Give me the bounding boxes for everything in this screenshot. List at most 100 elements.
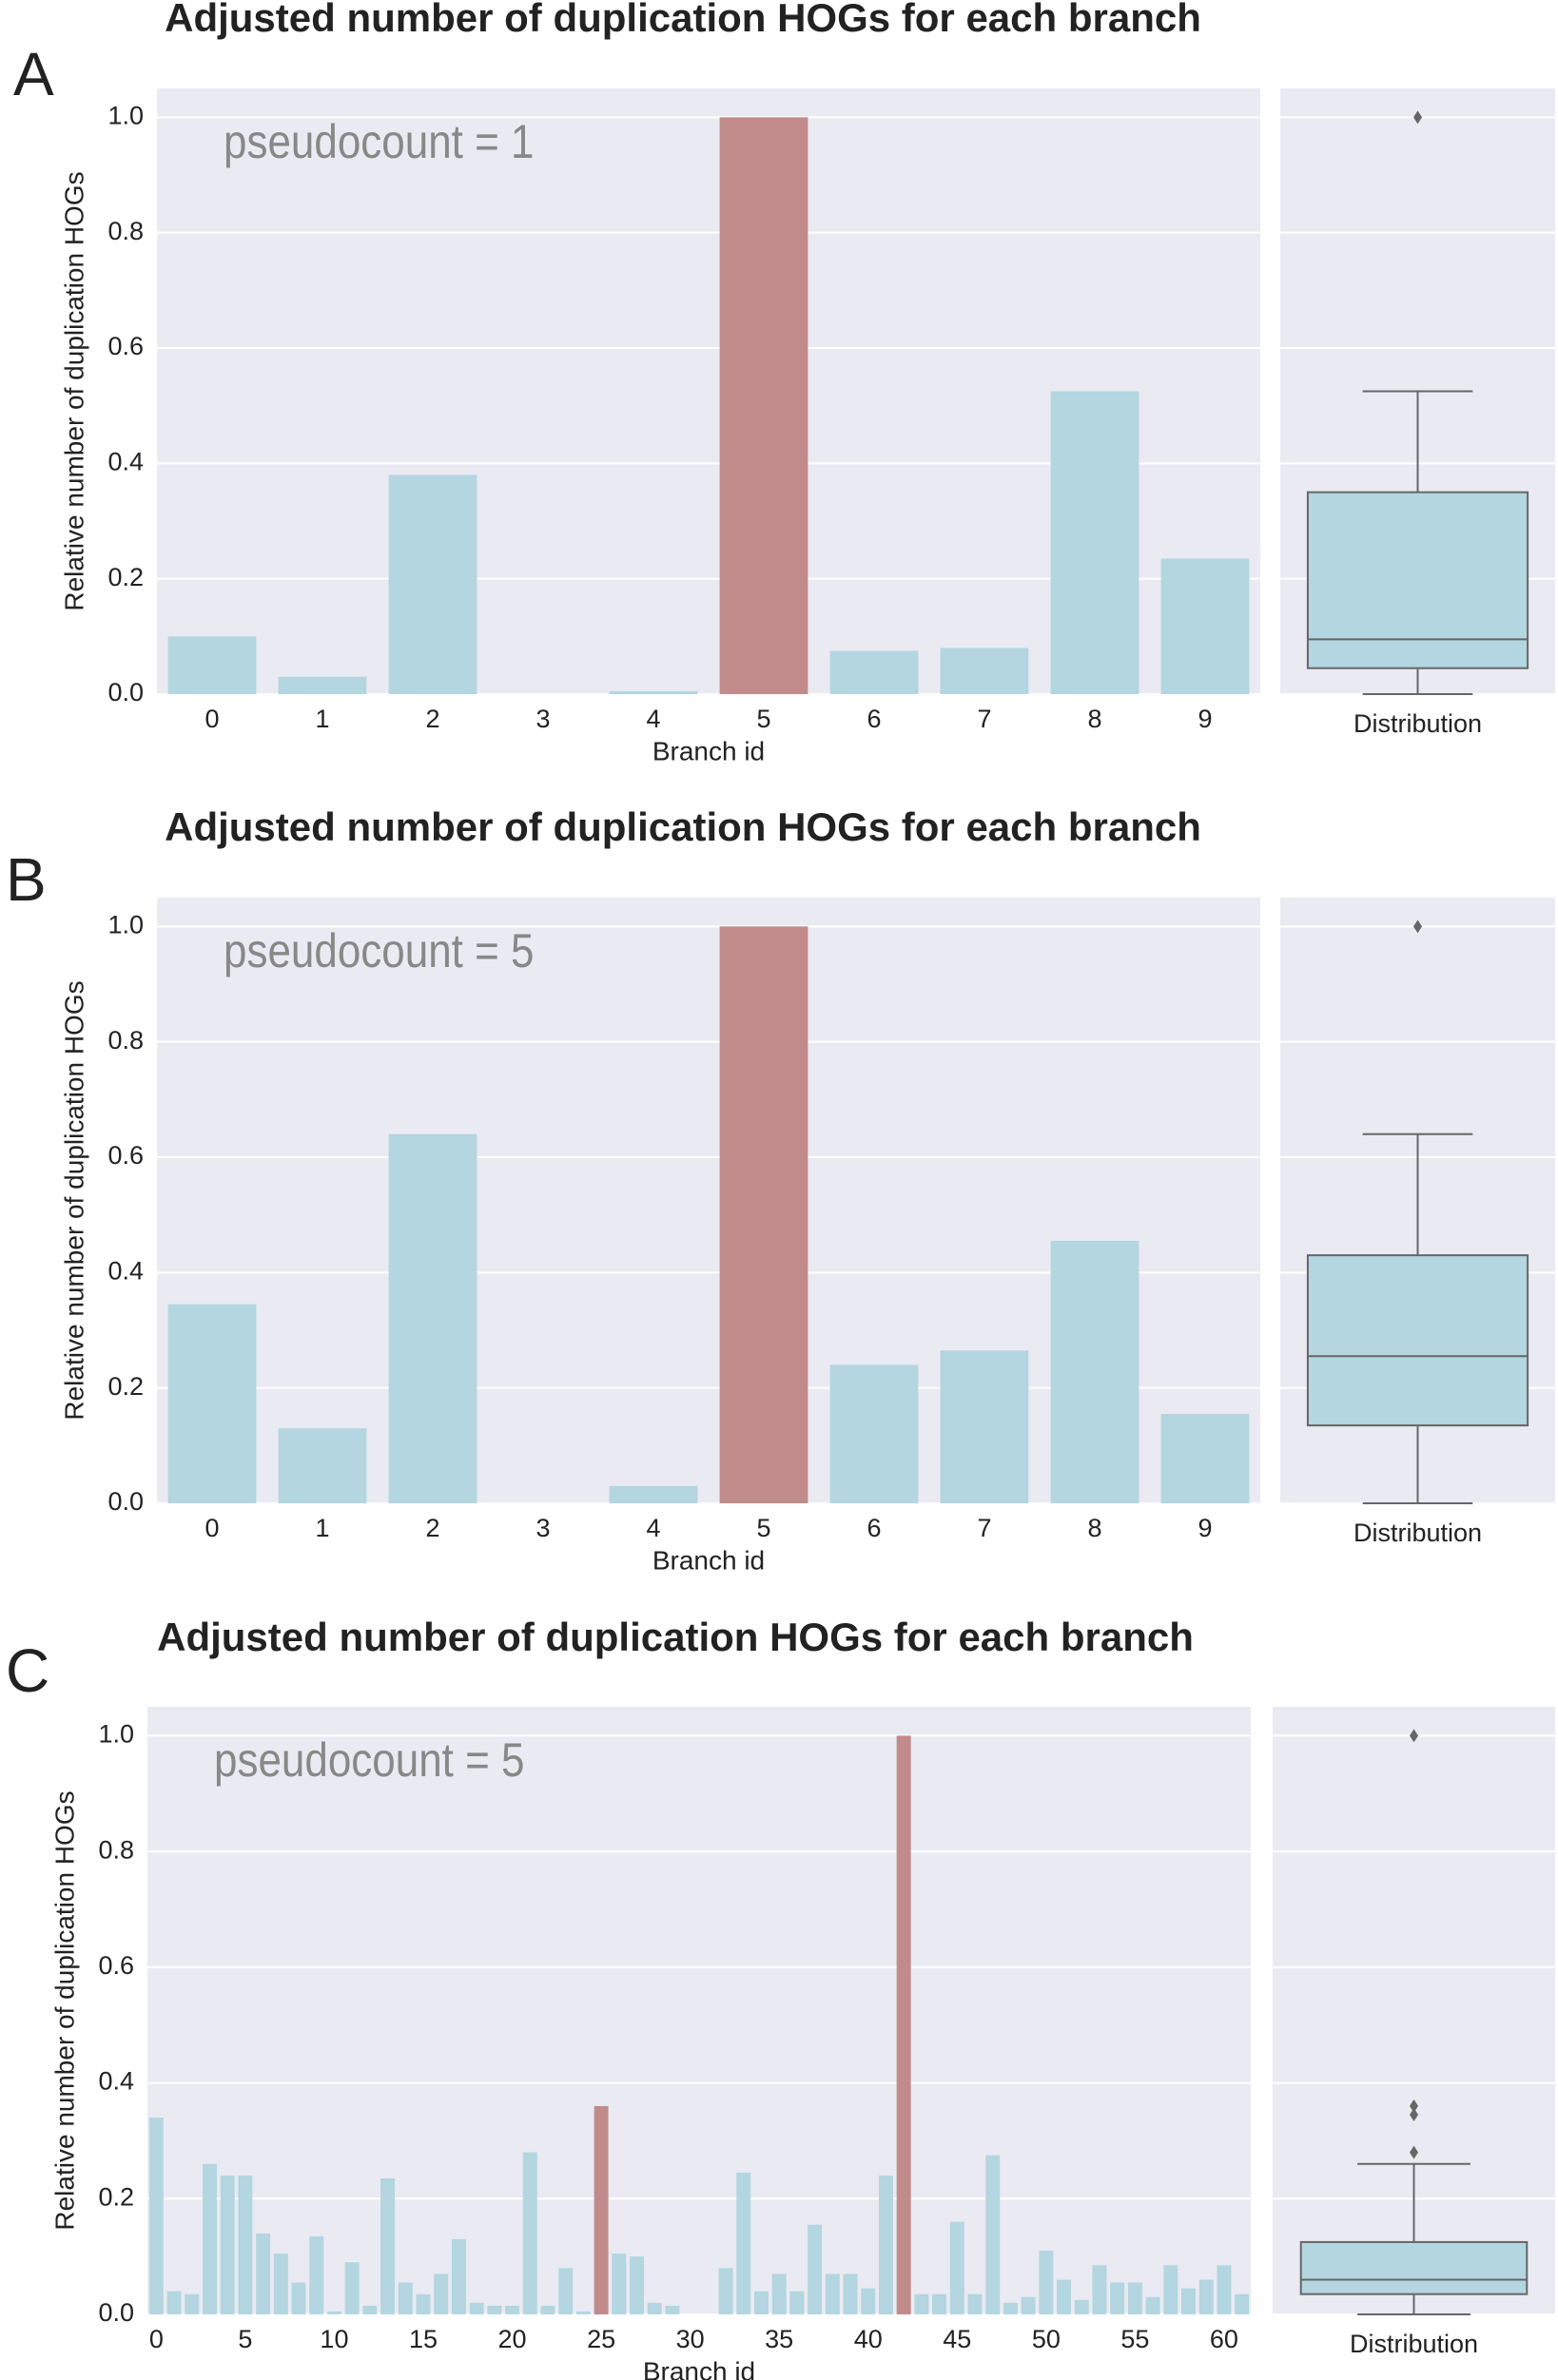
bar [238, 2175, 253, 2314]
box [1299, 2240, 1529, 2295]
x-tick-label: 0 [204, 1514, 219, 1542]
x-tick-label: 9 [1198, 1514, 1212, 1542]
bar [940, 648, 1029, 694]
bar [1163, 2265, 1178, 2314]
plot-area [147, 1707, 1251, 2314]
x-tick-label: 1 [315, 1514, 329, 1542]
x-tick-label: 20 [498, 2325, 527, 2353]
y-tick-label: 0.8 [98, 1835, 134, 1864]
x-axis-label: Branch id [643, 2356, 755, 2380]
bar [609, 1485, 698, 1503]
bar [1074, 2299, 1089, 2314]
box-label: Distribution [1354, 1519, 1482, 1547]
bar [612, 2254, 627, 2314]
bar [861, 2288, 876, 2314]
y-tick-label: 0.4 [98, 2067, 134, 2096]
bar [278, 1428, 367, 1503]
bar [388, 1133, 477, 1503]
panel-letter: A [13, 40, 54, 108]
y-tick-label: 0.6 [98, 1951, 134, 1980]
panel-letter: C [6, 1636, 49, 1705]
x-tick-label: 50 [1032, 2325, 1061, 2353]
x-tick-label: 4 [646, 1514, 660, 1542]
bar [896, 1735, 911, 2314]
x-tick-label: 3 [536, 1514, 550, 1542]
bar [575, 2311, 591, 2314]
bar [256, 2233, 271, 2314]
x-tick-label: 5 [238, 2325, 252, 2353]
bar [825, 2274, 840, 2314]
bar [167, 1304, 257, 1503]
bar [469, 2302, 484, 2314]
bar [1092, 2265, 1107, 2314]
flier [1410, 2099, 1418, 2113]
y-axis-label: Relative number of duplication HOGs [59, 980, 88, 1420]
x-tick-label: 6 [867, 705, 881, 733]
x-tick-label: 60 [1210, 2325, 1238, 2353]
y-tick-label: 0.4 [107, 1256, 144, 1285]
y-axis-label: Relative number of duplication HOGs [59, 171, 88, 610]
x-tick-label: 0 [149, 2325, 164, 2353]
flier [1410, 2145, 1418, 2159]
y-tick-label: 1.0 [107, 910, 144, 938]
bar [434, 2274, 449, 2314]
y-tick-label: 0.2 [107, 1372, 144, 1401]
bar [754, 2291, 769, 2314]
x-tick-label: 5 [756, 705, 770, 733]
flier [1410, 1729, 1418, 1743]
bar [829, 650, 919, 694]
bar [719, 926, 808, 1503]
bar [558, 2268, 574, 2314]
bar [609, 690, 698, 694]
bar [736, 2172, 751, 2314]
annotation: pseudocount = 1 [224, 115, 534, 168]
box [1306, 491, 1529, 669]
x-tick-label: 0 [204, 705, 219, 733]
bar [540, 2305, 555, 2314]
bar [878, 2175, 893, 2314]
bar [220, 2175, 235, 2314]
bar [932, 2293, 947, 2314]
bar [1181, 2288, 1196, 2314]
bar [273, 2254, 288, 2314]
bar [344, 2262, 360, 2314]
x-tick-label: 25 [587, 2325, 615, 2353]
y-tick-label: 1.0 [98, 1720, 134, 1749]
bar [1050, 1240, 1139, 1503]
x-tick-label: 7 [977, 705, 991, 733]
x-tick-label: 2 [425, 705, 439, 733]
x-tick-label: 3 [536, 705, 550, 733]
x-tick-label: 8 [1087, 1514, 1101, 1542]
chart-title: Adjusted number of duplication HOGs for … [157, 1615, 1194, 1659]
bar [326, 2311, 341, 2314]
bar [148, 2118, 164, 2314]
bar [309, 2235, 324, 2314]
y-tick-label: 0.0 [98, 2298, 134, 2327]
bar [1145, 2296, 1160, 2314]
x-tick-label: 55 [1120, 2325, 1149, 2353]
bar [719, 117, 808, 695]
x-tick-label: 1 [315, 705, 329, 733]
x-tick-label: 10 [320, 2325, 348, 2353]
bar [949, 2221, 964, 2314]
bar [1235, 2293, 1250, 2314]
bar [522, 2152, 537, 2314]
x-tick-label: 9 [1198, 705, 1212, 733]
annotation: pseudocount = 5 [224, 924, 534, 977]
bar [185, 2293, 200, 2314]
bar [1198, 2279, 1214, 2314]
x-tick-label: 5 [756, 1514, 770, 1542]
y-tick-label: 1.0 [107, 101, 144, 129]
bar [505, 2305, 520, 2314]
bar [647, 2302, 662, 2314]
bar [967, 2293, 983, 2314]
box-label: Distribution [1354, 709, 1482, 738]
bar [829, 1364, 919, 1503]
bar [380, 2177, 396, 2314]
y-axis-label: Relative number of duplication HOGs [49, 1790, 79, 2230]
panel-letter: B [6, 845, 47, 914]
bar [1003, 2302, 1018, 2314]
bar [1050, 391, 1139, 694]
bar [1039, 2251, 1054, 2314]
